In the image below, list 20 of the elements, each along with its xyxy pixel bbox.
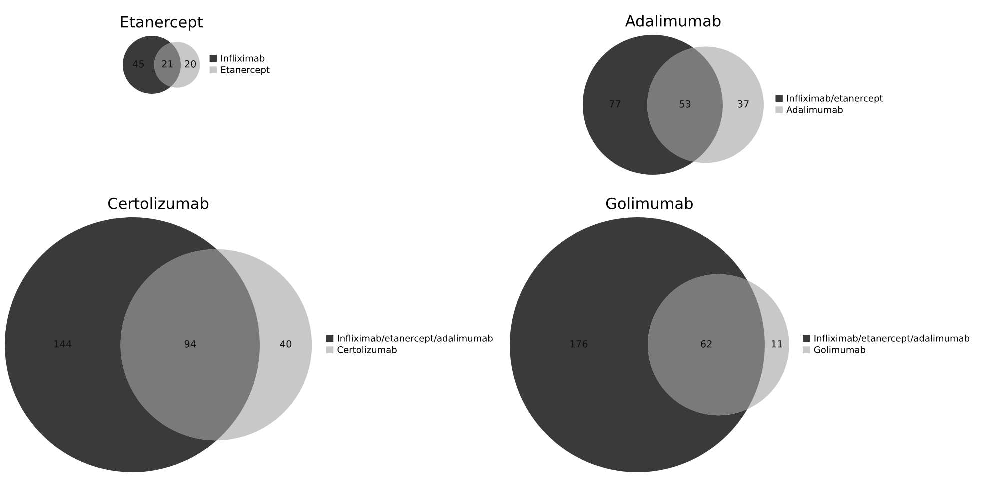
category-label: Infliximab/etanercept [787, 94, 884, 104]
category-label: Infliximab/etanercept/adalimumab [814, 334, 970, 344]
data-label: 62 [701, 340, 712, 348]
text: Adalimumab [625, 15, 721, 27]
data-label: 20 [185, 60, 196, 68]
text: Golimumab [606, 198, 693, 210]
data-label: 53 [680, 100, 691, 108]
data-label: 94 [184, 340, 196, 348]
category-label: Golimumab [814, 346, 866, 354]
data-label: 37 [738, 100, 749, 108]
category-label: Certolizumab [338, 346, 397, 354]
data-label: 40 [280, 340, 292, 348]
text: Etanercept [121, 16, 203, 31]
category-label: Etanercept [222, 66, 270, 76]
data-label: 21 [162, 60, 174, 68]
category-label: Infliximab [222, 54, 265, 62]
category-label: Adalimumab [786, 106, 843, 114]
data-label: 11 [772, 340, 782, 348]
text: Certolizumab [108, 198, 209, 210]
category-label: Infliximab/etanercept/adalimumab [338, 334, 493, 344]
